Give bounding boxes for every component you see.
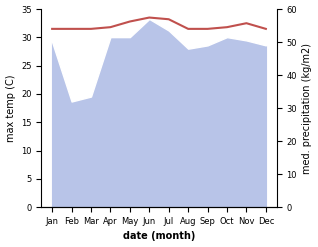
Y-axis label: med. precipitation (kg/m2): med. precipitation (kg/m2) — [302, 43, 313, 174]
Y-axis label: max temp (C): max temp (C) — [5, 74, 16, 142]
X-axis label: date (month): date (month) — [123, 231, 195, 242]
